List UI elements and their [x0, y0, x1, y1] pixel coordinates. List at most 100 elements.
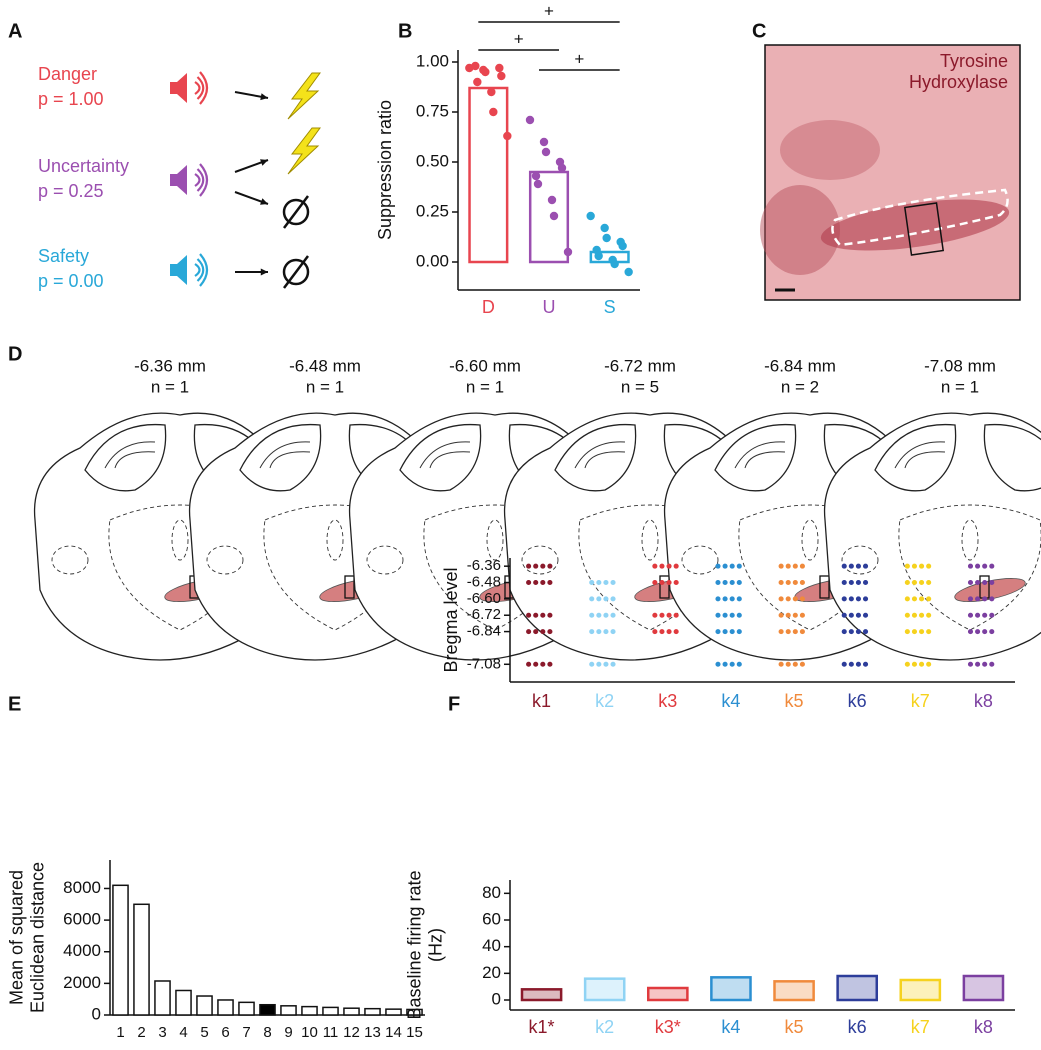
folia	[259, 441, 311, 469]
folia	[574, 441, 626, 469]
x-tick-label: 4	[179, 1024, 187, 1041]
data-point	[547, 195, 557, 205]
x-tick-label: 2	[137, 1024, 145, 1041]
section-level: -6.84 mm	[764, 356, 836, 375]
bar	[646, 986, 689, 1002]
arrow-head	[260, 198, 268, 205]
y-tick-label: -6.36	[467, 557, 501, 574]
y-tick-label: -6.48	[467, 573, 501, 590]
bar	[343, 1007, 360, 1016]
data-point	[473, 77, 482, 87]
cue-name: Danger	[38, 64, 97, 84]
data-point	[489, 107, 498, 117]
arrow-head	[260, 93, 268, 101]
panel-label: A	[8, 20, 22, 42]
cerebellum-left	[399, 423, 482, 492]
x-tick-label: 7	[242, 1024, 250, 1041]
significance-label: +	[514, 29, 524, 48]
section-count: n = 1	[306, 377, 344, 396]
sound-wave	[196, 76, 205, 100]
ventricle	[326, 519, 344, 561]
data-point	[563, 247, 573, 257]
speaker	[170, 73, 187, 103]
omission-icon	[282, 258, 310, 286]
y-tick-label: 0.00	[416, 251, 449, 270]
nucleus	[521, 545, 559, 575]
cerebellum-left	[714, 423, 797, 492]
folia	[904, 451, 946, 469]
bar-fill	[521, 989, 562, 1000]
bar-fill	[711, 977, 751, 1000]
data-point	[549, 211, 559, 221]
shock-icon	[287, 72, 321, 120]
brainstem	[423, 504, 567, 631]
cue-name: Uncertainty	[38, 156, 129, 176]
bar	[196, 995, 213, 1016]
bar-fill	[900, 980, 940, 1000]
x-tick-label: k3	[658, 691, 677, 711]
y-tick-label: 60	[482, 909, 501, 928]
x-tick-label: 10	[301, 1024, 318, 1041]
cue-probability: p = 0.25	[38, 181, 104, 201]
x-tick-label: S	[604, 297, 616, 317]
data-point	[610, 259, 619, 269]
speaker	[170, 255, 187, 285]
y-axis-label: Suppression ratio	[375, 100, 395, 240]
brainstem	[738, 504, 882, 631]
bar	[133, 903, 150, 1016]
sound-wave	[194, 263, 201, 277]
omission-slash	[283, 255, 309, 289]
cue-probability: p = 1.00	[38, 89, 104, 109]
y-axis-label: Euclidean distance	[27, 862, 47, 1013]
bar-fill	[585, 978, 625, 1000]
omission-slash	[283, 195, 309, 229]
histology-image	[760, 44, 1021, 301]
bar	[259, 1003, 276, 1016]
y-tick-label: -7.08	[467, 655, 501, 672]
nucleus	[206, 545, 244, 575]
x-tick-label: k1*	[529, 1017, 555, 1037]
bar	[175, 989, 192, 1016]
x-tick-label: k6	[848, 1017, 867, 1037]
x-tick-label: k3*	[655, 1017, 681, 1037]
section-level: -6.60 mm	[449, 356, 521, 375]
y-tick-label: -6.72	[467, 606, 501, 623]
x-tick-label: k7	[911, 1017, 930, 1037]
data-point	[503, 131, 512, 141]
cerebellum-left	[874, 423, 957, 492]
folia	[419, 441, 471, 469]
recording-site	[344, 575, 355, 599]
bar	[836, 974, 879, 1002]
x-tick-label: 8	[263, 1024, 271, 1041]
shock-icon	[287, 127, 321, 175]
section-level: -7.08 mm	[924, 356, 996, 375]
y-axis-label: Bregma level	[441, 567, 461, 672]
y-tick-label: 4000	[63, 941, 101, 960]
section-level: -6.72 mm	[604, 356, 676, 375]
significance-label: +	[544, 1, 554, 20]
sound-wave	[199, 253, 209, 287]
sound-wave	[199, 163, 209, 197]
recording-site	[819, 575, 830, 599]
speaker	[170, 165, 187, 195]
speaker-icon	[170, 253, 209, 287]
bar-fill	[837, 976, 877, 1000]
brainstem	[108, 504, 252, 631]
ventricle	[641, 519, 659, 561]
y-tick-label: 8000	[63, 878, 101, 897]
x-tick-label: k2	[595, 1017, 614, 1037]
x-tick-label: k4	[721, 691, 740, 711]
panel-label: D	[8, 343, 22, 365]
x-tick-label: 11	[323, 1024, 339, 1041]
section-level: -6.36 mm	[134, 356, 206, 375]
folia	[114, 451, 156, 469]
brainstem	[263, 504, 407, 631]
data-point	[618, 241, 627, 251]
data-point	[497, 71, 506, 81]
omission-icon	[282, 198, 310, 226]
x-tick-label: k7	[911, 691, 930, 711]
y-tick-label: 1.00	[416, 51, 449, 70]
folia	[894, 441, 946, 469]
ventricle	[801, 519, 819, 561]
sound-wave	[194, 81, 201, 95]
